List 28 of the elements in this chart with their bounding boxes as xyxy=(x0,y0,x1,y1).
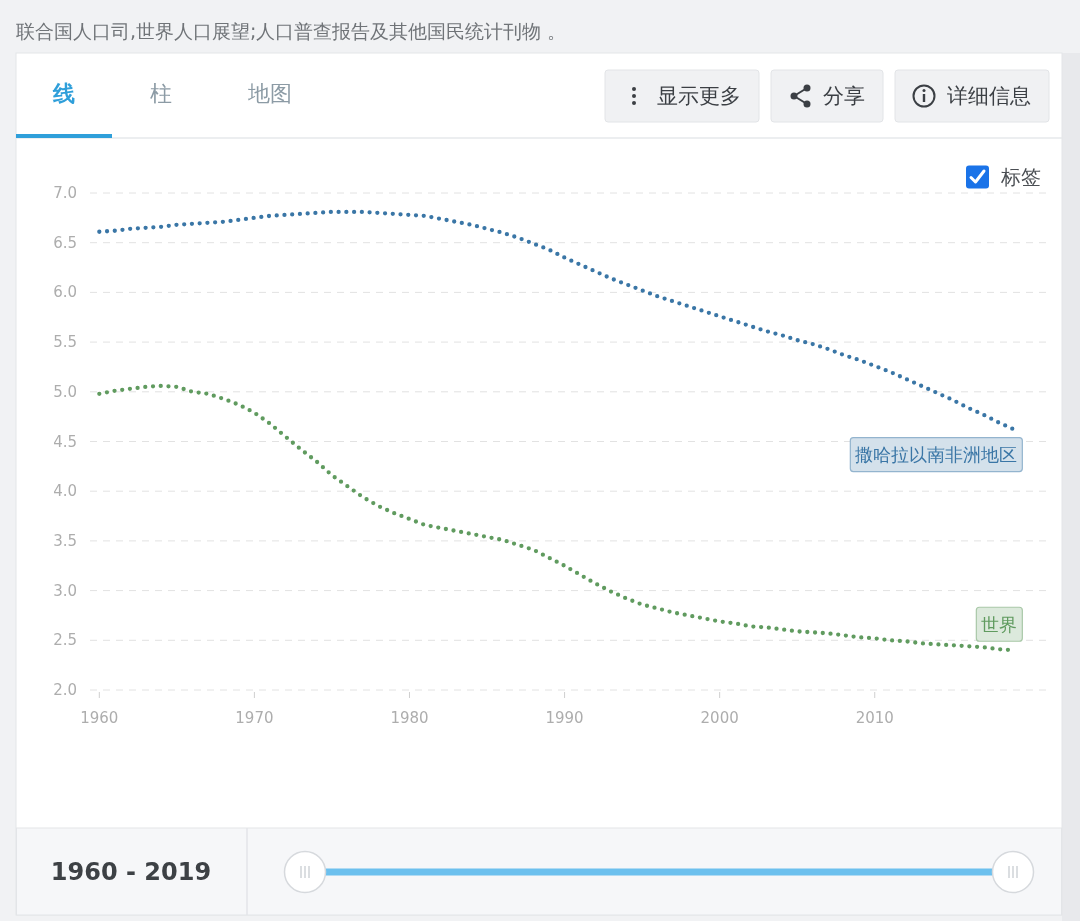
x-tick-label: 1970 xyxy=(235,709,274,727)
y-tick-label: 4.0 xyxy=(53,482,77,501)
x-tick-label: 2010 xyxy=(855,709,894,727)
text: 详细信息 xyxy=(947,84,1031,108)
x-tick-label: 1960 xyxy=(80,709,119,727)
text: 显示更多 xyxy=(657,84,741,108)
text: 联合国人口司,世界人口展望;人口普查报告及其他国民统计刊物 。 xyxy=(16,20,567,42)
y-tick-label: 6.5 xyxy=(53,233,77,252)
y-tick-label: 3.5 xyxy=(53,531,77,550)
y-tick-label: 4.5 xyxy=(53,432,77,451)
y-tick-label: 2.0 xyxy=(53,681,77,699)
series-label: 世界 xyxy=(981,613,1018,635)
x-tick-label: 2000 xyxy=(700,709,739,727)
y-tick-label: 5.5 xyxy=(53,333,77,352)
text: 柱 xyxy=(150,80,172,106)
y-tick-label: 6.0 xyxy=(53,283,77,302)
y-tick-label: 3.0 xyxy=(53,581,77,600)
text: 线 xyxy=(52,80,75,106)
x-tick-label: 1990 xyxy=(545,709,584,727)
y-tick-label: 2.5 xyxy=(53,631,77,650)
text: 1960 - 2019 xyxy=(50,858,212,886)
x-tick-label: 1980 xyxy=(390,709,429,727)
text: 标签 xyxy=(1000,165,1041,189)
text: 分享 xyxy=(823,84,865,108)
text: 地图 xyxy=(247,80,292,106)
series-label: 撒哈拉以南非洲地区 xyxy=(855,444,1018,466)
y-tick-label: 7.0 xyxy=(53,184,77,202)
y-tick-label: 5.0 xyxy=(53,382,77,401)
